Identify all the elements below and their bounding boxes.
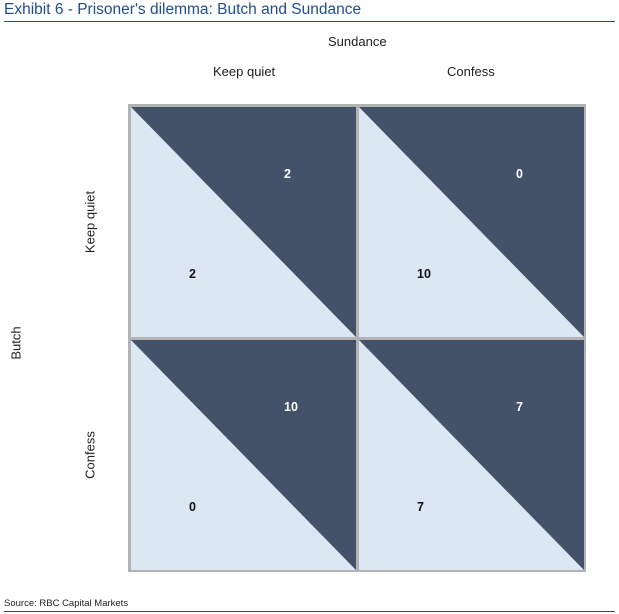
- cell-triangles: [131, 340, 356, 570]
- source-note: Source: RBC Capital Markets: [4, 598, 129, 609]
- sundance-triangle: [359, 107, 584, 337]
- sundance-payoff: 2: [284, 167, 291, 181]
- cell-triangles: [359, 340, 584, 570]
- butch-payoff: 7: [417, 500, 424, 514]
- column-strategy-confess: Confess: [447, 64, 495, 79]
- row-strategy-keep-quiet: Keep quiet: [82, 190, 98, 254]
- sundance-triangle: [359, 340, 584, 570]
- column-player-label: Sundance: [328, 34, 387, 49]
- exhibit-title: Exhibit 6 - Prisoner's dilemma: Butch an…: [4, 1, 362, 18]
- cell-keepquiet-keepquiet: 2 2: [131, 107, 356, 337]
- cell-confess-keepquiet: 10 0: [131, 340, 356, 570]
- cell-confess-confess: 7 7: [359, 340, 584, 570]
- sundance-payoff: 7: [516, 400, 523, 414]
- butch-payoff: 0: [189, 500, 196, 514]
- column-strategy-keep-quiet: Keep quiet: [213, 64, 276, 79]
- sundance-payoff: 10: [284, 400, 298, 414]
- sundance-triangle: [131, 107, 356, 337]
- butch-payoff: 2: [189, 267, 196, 281]
- payoff-matrix: 2 2 0 10 10 0 7 7: [128, 104, 586, 572]
- cell-triangles: [359, 107, 584, 337]
- cell-triangles: [131, 107, 356, 337]
- source-underline: [4, 611, 615, 612]
- sundance-payoff: 0: [516, 167, 523, 181]
- title-underline: [4, 21, 615, 22]
- sundance-triangle: [131, 340, 356, 570]
- row-strategy-confess: Confess: [82, 431, 98, 479]
- butch-payoff: 10: [417, 267, 431, 281]
- cell-keepquiet-confess: 0 10: [359, 107, 584, 337]
- row-player-label: Butch: [8, 326, 24, 360]
